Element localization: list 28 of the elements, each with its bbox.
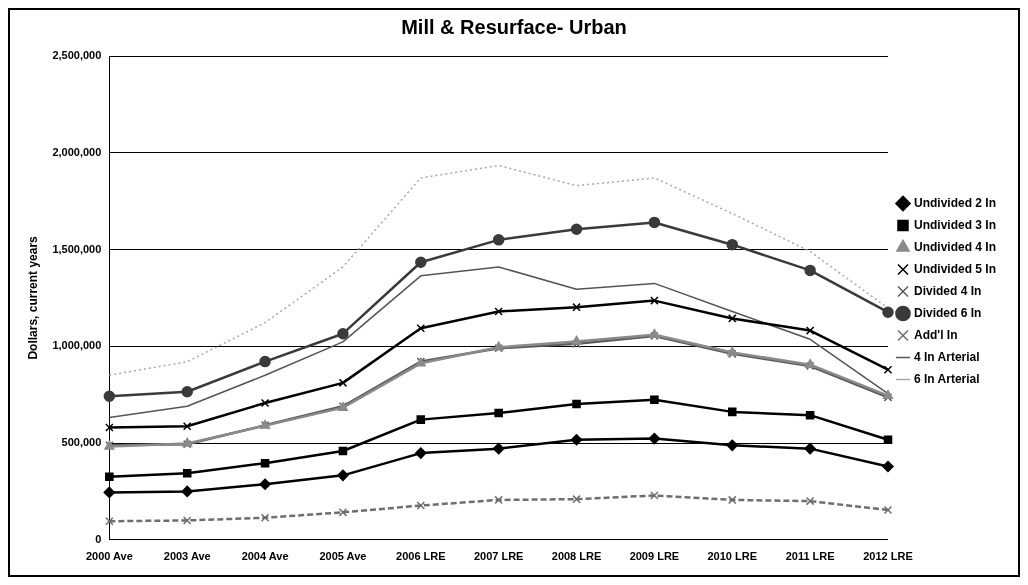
legend-label: 6 In Arterial <box>913 371 980 386</box>
x-tick-label: 2009 LRE <box>629 550 680 563</box>
x-tick-label: 2007 LRE <box>473 550 524 563</box>
x-tick-label: 2000 Ave <box>85 550 133 563</box>
chart-title: Mill & Resurface- Urban <box>401 15 627 38</box>
legend-label: Add'l In <box>913 327 958 342</box>
legend-label: Divided 6 In <box>913 305 982 320</box>
legend-label: Undivided 4 In <box>913 239 997 254</box>
legend-label: Divided 4 In <box>913 283 982 298</box>
y-tick-label: 2,500,000 <box>52 49 102 62</box>
x-tick-label: 2005 Ave <box>319 550 367 563</box>
y-tick-label: 0 <box>95 532 102 545</box>
legend-label: Undivided 3 In <box>913 217 997 232</box>
y-tick-label: 1,500,000 <box>52 242 102 255</box>
legend-label: Undivided 5 In <box>913 261 997 276</box>
x-tick-label: 2012 LRE <box>863 550 913 563</box>
x-tick-label: 2011 LRE <box>785 550 835 563</box>
legend-label: 4 In Arterial <box>913 349 980 364</box>
y-tick-label: 1,000,000 <box>52 339 102 352</box>
x-tick-label: 2004 Ave <box>241 550 289 563</box>
x-tick-label: 2003 Ave <box>163 550 211 563</box>
x-tick-label: 2006 LRE <box>396 550 446 563</box>
x-tick-label: 2008 LRE <box>551 550 602 563</box>
y-tick-label: 500,000 <box>61 436 102 449</box>
y-tick-label: 2,000,000 <box>52 145 102 158</box>
y-axis-title: Dollars, current years <box>25 235 40 360</box>
legend-label: Undivided 2 In <box>913 195 997 210</box>
x-tick-label: 2010 LRE <box>707 550 758 563</box>
